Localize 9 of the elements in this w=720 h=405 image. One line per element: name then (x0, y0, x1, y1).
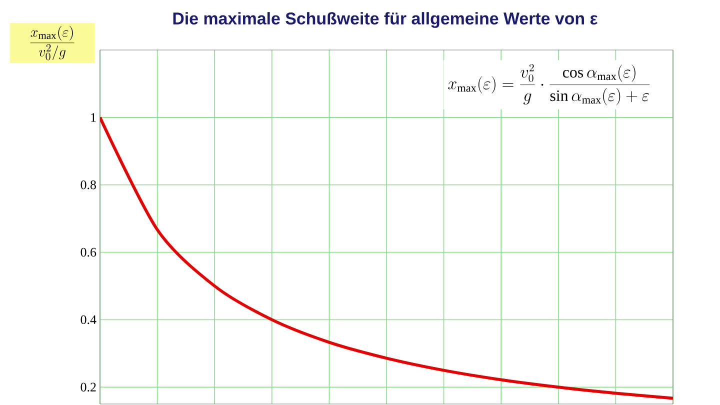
y-tick-label: 1 (91, 113, 96, 122)
y-axis-title: $\frac{x_{\max}(\varepsilon)}{v_0^2/g}$ (30, 26, 74, 60)
annotation: $x_{\max}(\varepsilon)=\frac{v_0^2}{g}\cdot\frac{\cos\alpha_{\max}(\varepsilon)}{\sin\alpha_{\max}(\varepsilon)+\varepsilon}$ (448, 64, 650, 106)
y-tick-label: 0.4 (80, 315, 96, 324)
chart-title: Die maximale Schußweite für allgemeine Werte von ε (173, 12, 598, 28)
y-tick-label: 0.2 (80, 382, 96, 392)
y-tick-label: 0.8 (80, 180, 96, 190)
line-series (100, 116, 674, 400)
y-tick-label: 0.6 (80, 248, 96, 257)
